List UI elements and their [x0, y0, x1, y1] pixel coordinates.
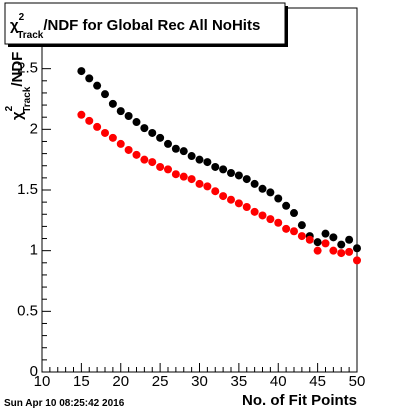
data-point: [179, 147, 188, 156]
data-point: [321, 229, 330, 238]
data-point: [108, 133, 117, 142]
data-point: [171, 144, 180, 153]
x-tick-label: 45: [309, 373, 326, 390]
data-point: [305, 235, 314, 244]
data-point: [266, 188, 275, 197]
data-point: [77, 67, 86, 76]
data-point: [227, 195, 235, 204]
data-point: [282, 201, 291, 210]
data-point: [116, 107, 125, 116]
y-tick-label: 1: [30, 242, 38, 259]
x-tick-label: 50: [349, 373, 366, 390]
footer-date: Sun Apr 10 08:25:42 2016: [4, 398, 125, 409]
data-point: [187, 152, 196, 161]
data-point: [274, 218, 283, 227]
data-point: [321, 239, 330, 248]
data-point: [234, 199, 243, 208]
data-point: [297, 232, 306, 241]
data-point: [219, 192, 228, 201]
data-point: [140, 155, 149, 164]
data-point: [345, 247, 354, 256]
data-point: [266, 215, 275, 224]
data-point: [313, 238, 322, 247]
plot-frame: [41, 7, 358, 373]
data-point: [345, 235, 354, 244]
y-tick-label: 2.5: [17, 60, 38, 77]
data-point: [274, 194, 283, 203]
data-point: [211, 187, 220, 196]
x-tick-label: 15: [73, 373, 90, 390]
data-point: [234, 171, 243, 180]
x-tick-label: 40: [270, 373, 287, 390]
x-axis-label: No. of Fit Points: [242, 392, 357, 409]
data-point: [108, 99, 117, 108]
data-point: [179, 172, 188, 181]
data-point: [164, 165, 172, 174]
data-point: [353, 256, 361, 265]
data-point: [85, 74, 94, 83]
data-point: [93, 81, 102, 90]
data-point: [250, 207, 259, 216]
data-point: [148, 128, 157, 137]
data-point: [77, 110, 86, 119]
data-point: [250, 179, 259, 188]
y-tick-label: 0: [30, 363, 38, 380]
data-point: [290, 227, 298, 236]
data-point: [164, 139, 172, 148]
data-point: [195, 155, 204, 164]
data-point: [116, 139, 125, 148]
y-tick-label: 2: [30, 120, 38, 137]
data-point: [203, 182, 212, 191]
data-point: [187, 175, 196, 184]
title-box: [4, 2, 286, 45]
data-point: [148, 158, 157, 167]
data-point: [297, 221, 306, 230]
data-point: [211, 162, 220, 171]
y-tick-label: 1.5: [17, 181, 38, 198]
data-point: [124, 111, 133, 120]
data-point: [337, 240, 346, 249]
data-point: [101, 90, 109, 99]
data-point: [282, 224, 291, 233]
data-point: [258, 211, 267, 220]
data-point: [290, 209, 298, 218]
data-point: [329, 246, 338, 255]
data-point: [132, 150, 141, 159]
data-point: [219, 165, 228, 174]
data-point: [132, 118, 141, 127]
data-point: [156, 133, 165, 142]
data-point: [140, 124, 149, 133]
data-point: [353, 244, 361, 253]
data-point: [156, 162, 165, 171]
data-point: [258, 184, 267, 193]
data-point: [195, 179, 204, 188]
x-tick-label: 20: [112, 373, 129, 390]
x-tick-label: 25: [152, 373, 169, 390]
data-point: [124, 145, 133, 154]
data-point: [85, 116, 94, 125]
data-point: [203, 158, 212, 167]
x-tick-label: 30: [191, 373, 208, 390]
x-tick-label: 35: [231, 373, 248, 390]
data-point: [329, 233, 338, 242]
data-point: [101, 128, 109, 137]
y-axis-label-text: χ2 Track/NDF: [4, 52, 33, 120]
chart-title: χ2 Track/NDF for Global Rec All NoHits: [10, 12, 260, 41]
y-axis-label: χ2 Track/NDF: [4, 52, 33, 120]
x-tick-label: 10: [34, 373, 51, 390]
data-point: [171, 170, 180, 179]
data-point: [242, 175, 251, 184]
data-point: [242, 202, 251, 211]
data-point: [227, 169, 235, 178]
data-point: [313, 246, 322, 255]
data-point: [93, 122, 102, 131]
data-point: [337, 249, 346, 258]
y-tick-label: 0.5: [17, 302, 38, 319]
